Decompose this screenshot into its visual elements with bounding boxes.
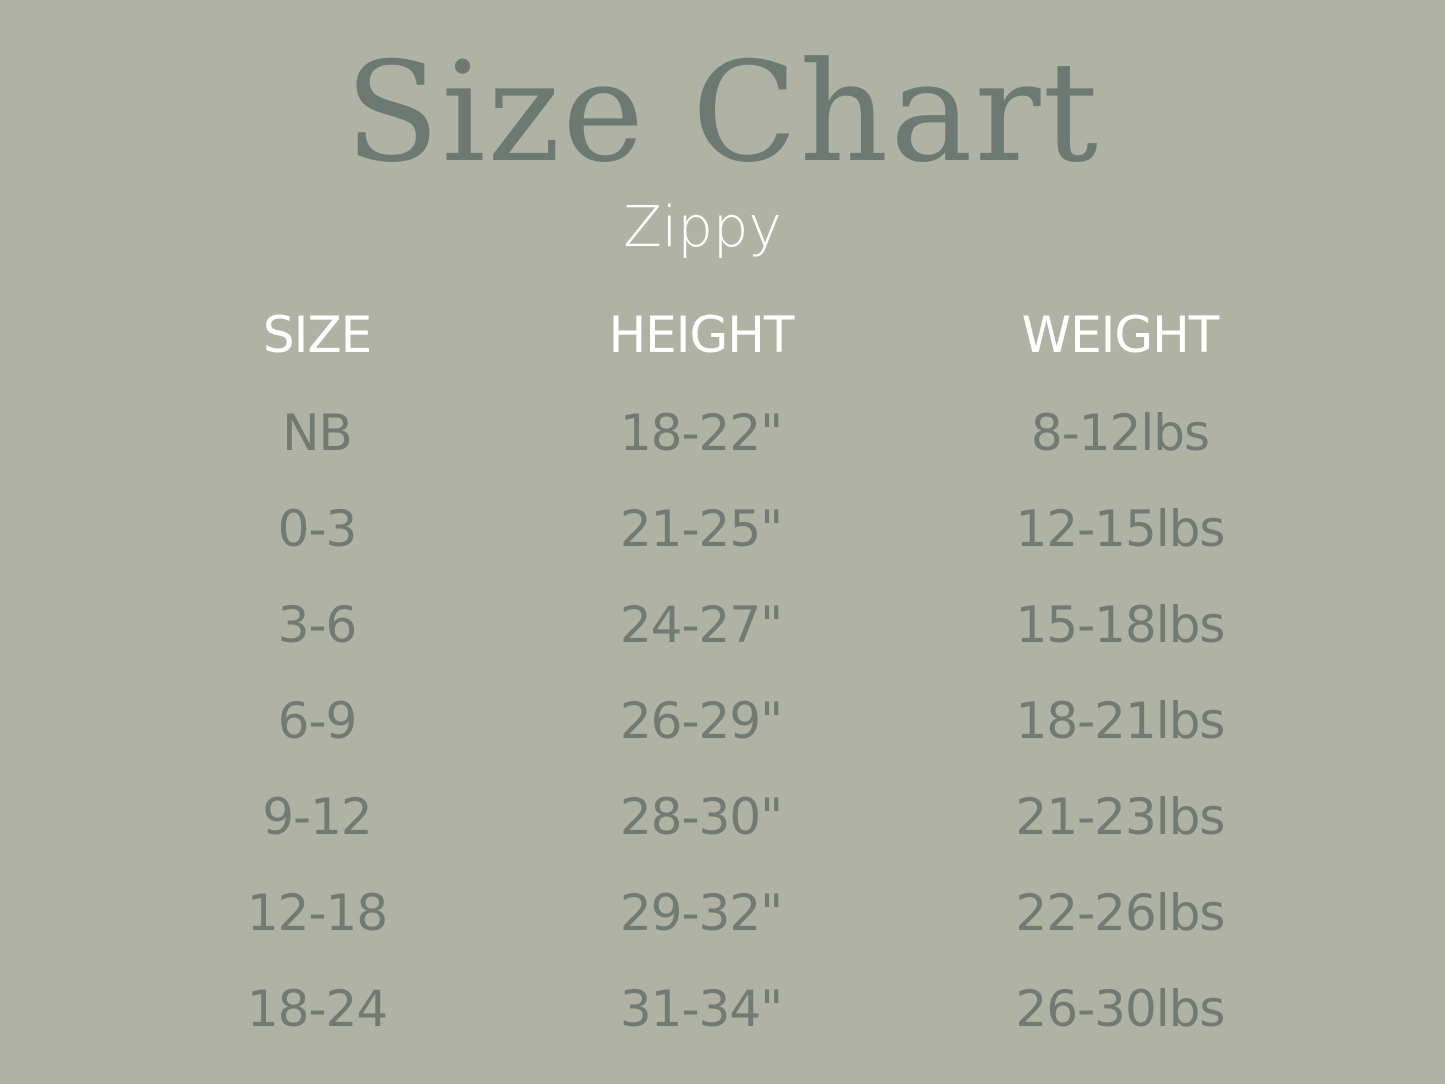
cell-height: 26-29" xyxy=(619,692,783,750)
cell-weight: 15-18lbs xyxy=(1015,596,1226,654)
cell-weight: 18-21lbs xyxy=(1015,692,1226,750)
cell-height: 24-27" xyxy=(619,596,783,654)
cell-height: 31-34" xyxy=(619,980,783,1038)
cell-size: 3-6 xyxy=(277,596,358,654)
cell-size: 6-9 xyxy=(277,692,358,750)
cell-size: 12-18 xyxy=(246,884,388,942)
cell-weight: 12-15lbs xyxy=(1015,500,1226,558)
product-name: Zippy xyxy=(623,195,782,260)
page-title: Size Chart xyxy=(344,32,1101,193)
header-height: HEIGHT xyxy=(608,306,795,364)
cell-size: 0-3 xyxy=(277,500,358,558)
cell-weight: 8-12lbs xyxy=(1030,404,1210,462)
cell-size: NB xyxy=(282,404,353,462)
cell-size: 9-12 xyxy=(262,788,372,846)
cell-height: 29-32" xyxy=(619,884,783,942)
cell-weight: 26-30lbs xyxy=(1015,980,1226,1038)
header-weight: WEIGHT xyxy=(1021,306,1220,364)
header-size: SIZE xyxy=(262,306,372,364)
cell-height: 28-30" xyxy=(619,788,783,846)
cell-height: 21-25" xyxy=(619,500,783,558)
cell-size: 18-24 xyxy=(246,980,388,1038)
cell-height: 18-22" xyxy=(619,404,783,462)
cell-weight: 22-26lbs xyxy=(1015,884,1226,942)
cell-weight: 21-23lbs xyxy=(1015,788,1226,846)
